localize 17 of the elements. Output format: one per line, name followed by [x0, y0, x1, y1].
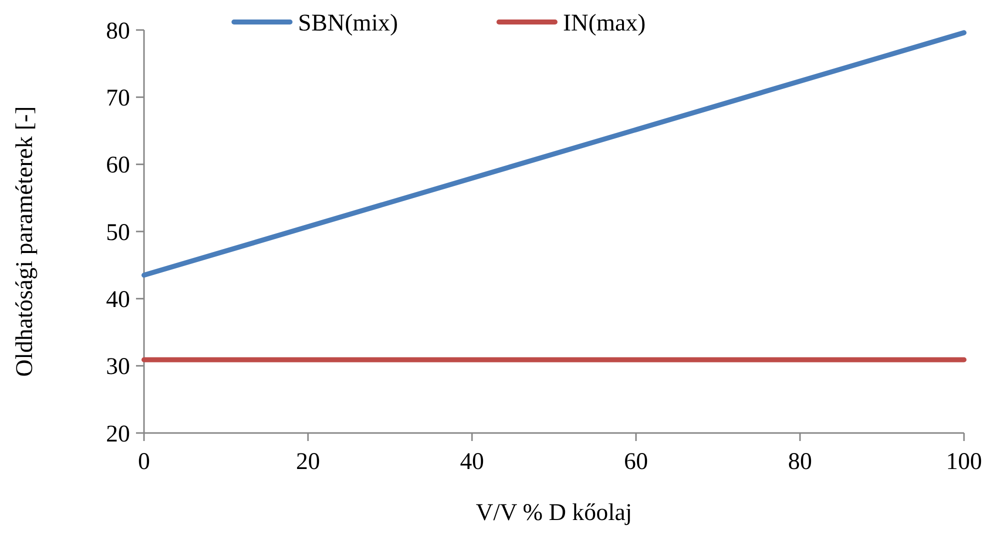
y-tick-label: 50: [106, 220, 130, 246]
y-tick-label: 30: [106, 354, 130, 380]
y-tick-label: 80: [106, 18, 130, 44]
x-tick-label: 80: [788, 449, 812, 475]
x-tick-label: 20: [296, 449, 320, 475]
y-tick-label: 70: [106, 86, 130, 112]
y-tick-label: 20: [106, 421, 130, 448]
x-tick-label: 0: [138, 449, 150, 475]
legend-label: IN(max): [563, 10, 646, 36]
legend-label: SBN(mix): [298, 10, 398, 36]
x-tick-label: 100: [946, 449, 982, 475]
x-axis-title: V/V % D kőolaj: [476, 500, 632, 526]
x-tick-label: 60: [624, 449, 648, 475]
y-tick-label: 40: [106, 287, 130, 314]
x-tick-label: 40: [460, 449, 484, 475]
y-tick-label: 60: [106, 152, 130, 179]
y-axis-title: Oldhatósági paraméterek [-]: [12, 106, 38, 377]
